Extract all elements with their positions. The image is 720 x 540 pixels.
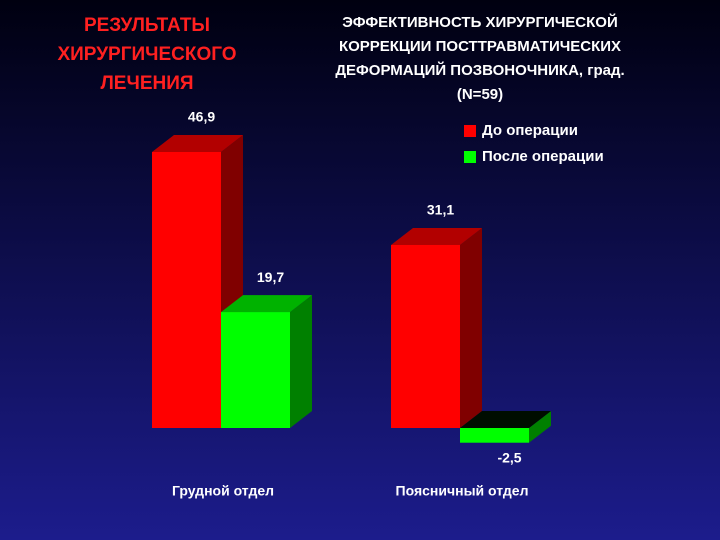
legend-label: После операции xyxy=(482,148,604,165)
bar xyxy=(391,244,460,428)
bar-side xyxy=(460,227,482,428)
x-tick-label: Грудной отдел xyxy=(172,483,274,499)
bar-top xyxy=(152,135,243,152)
chart-title: ЭФФЕКТИВНОСТЬ ХИРУРГИЧЕСКОЙ xyxy=(342,13,617,31)
value-label: 31,1 xyxy=(427,202,454,218)
value-label: -2,5 xyxy=(497,449,521,465)
chart-title: ДЕФОРМАЦИЙ ПОЗВОНОЧНИКА, град. xyxy=(335,61,624,79)
bar xyxy=(460,428,529,443)
bar-top xyxy=(460,411,551,428)
legend-swatch xyxy=(464,125,476,137)
side-heading: РЕЗУЛЬТАТЫ xyxy=(84,15,210,36)
legend-label: До операции xyxy=(482,122,578,139)
chart-title: КОРРЕКЦИИ ПОСТТРАВМАТИЧЕСКИХ xyxy=(339,38,621,55)
value-label: 46,9 xyxy=(188,109,215,125)
side-heading: ХИРУРГИЧЕСКОГО xyxy=(57,44,236,65)
bar xyxy=(221,312,290,428)
side-heading: ЛЕЧЕНИЯ xyxy=(100,73,193,94)
bar-top xyxy=(391,227,482,245)
legend-swatch xyxy=(464,151,476,163)
bar-side xyxy=(529,411,551,443)
bar-side xyxy=(290,295,312,428)
bar xyxy=(152,152,221,428)
chart-title: (N=59) xyxy=(457,86,503,103)
x-tick-label: Поясничный отдел xyxy=(396,483,529,499)
value-label: 19,7 xyxy=(257,269,284,285)
bar-top xyxy=(221,295,312,313)
